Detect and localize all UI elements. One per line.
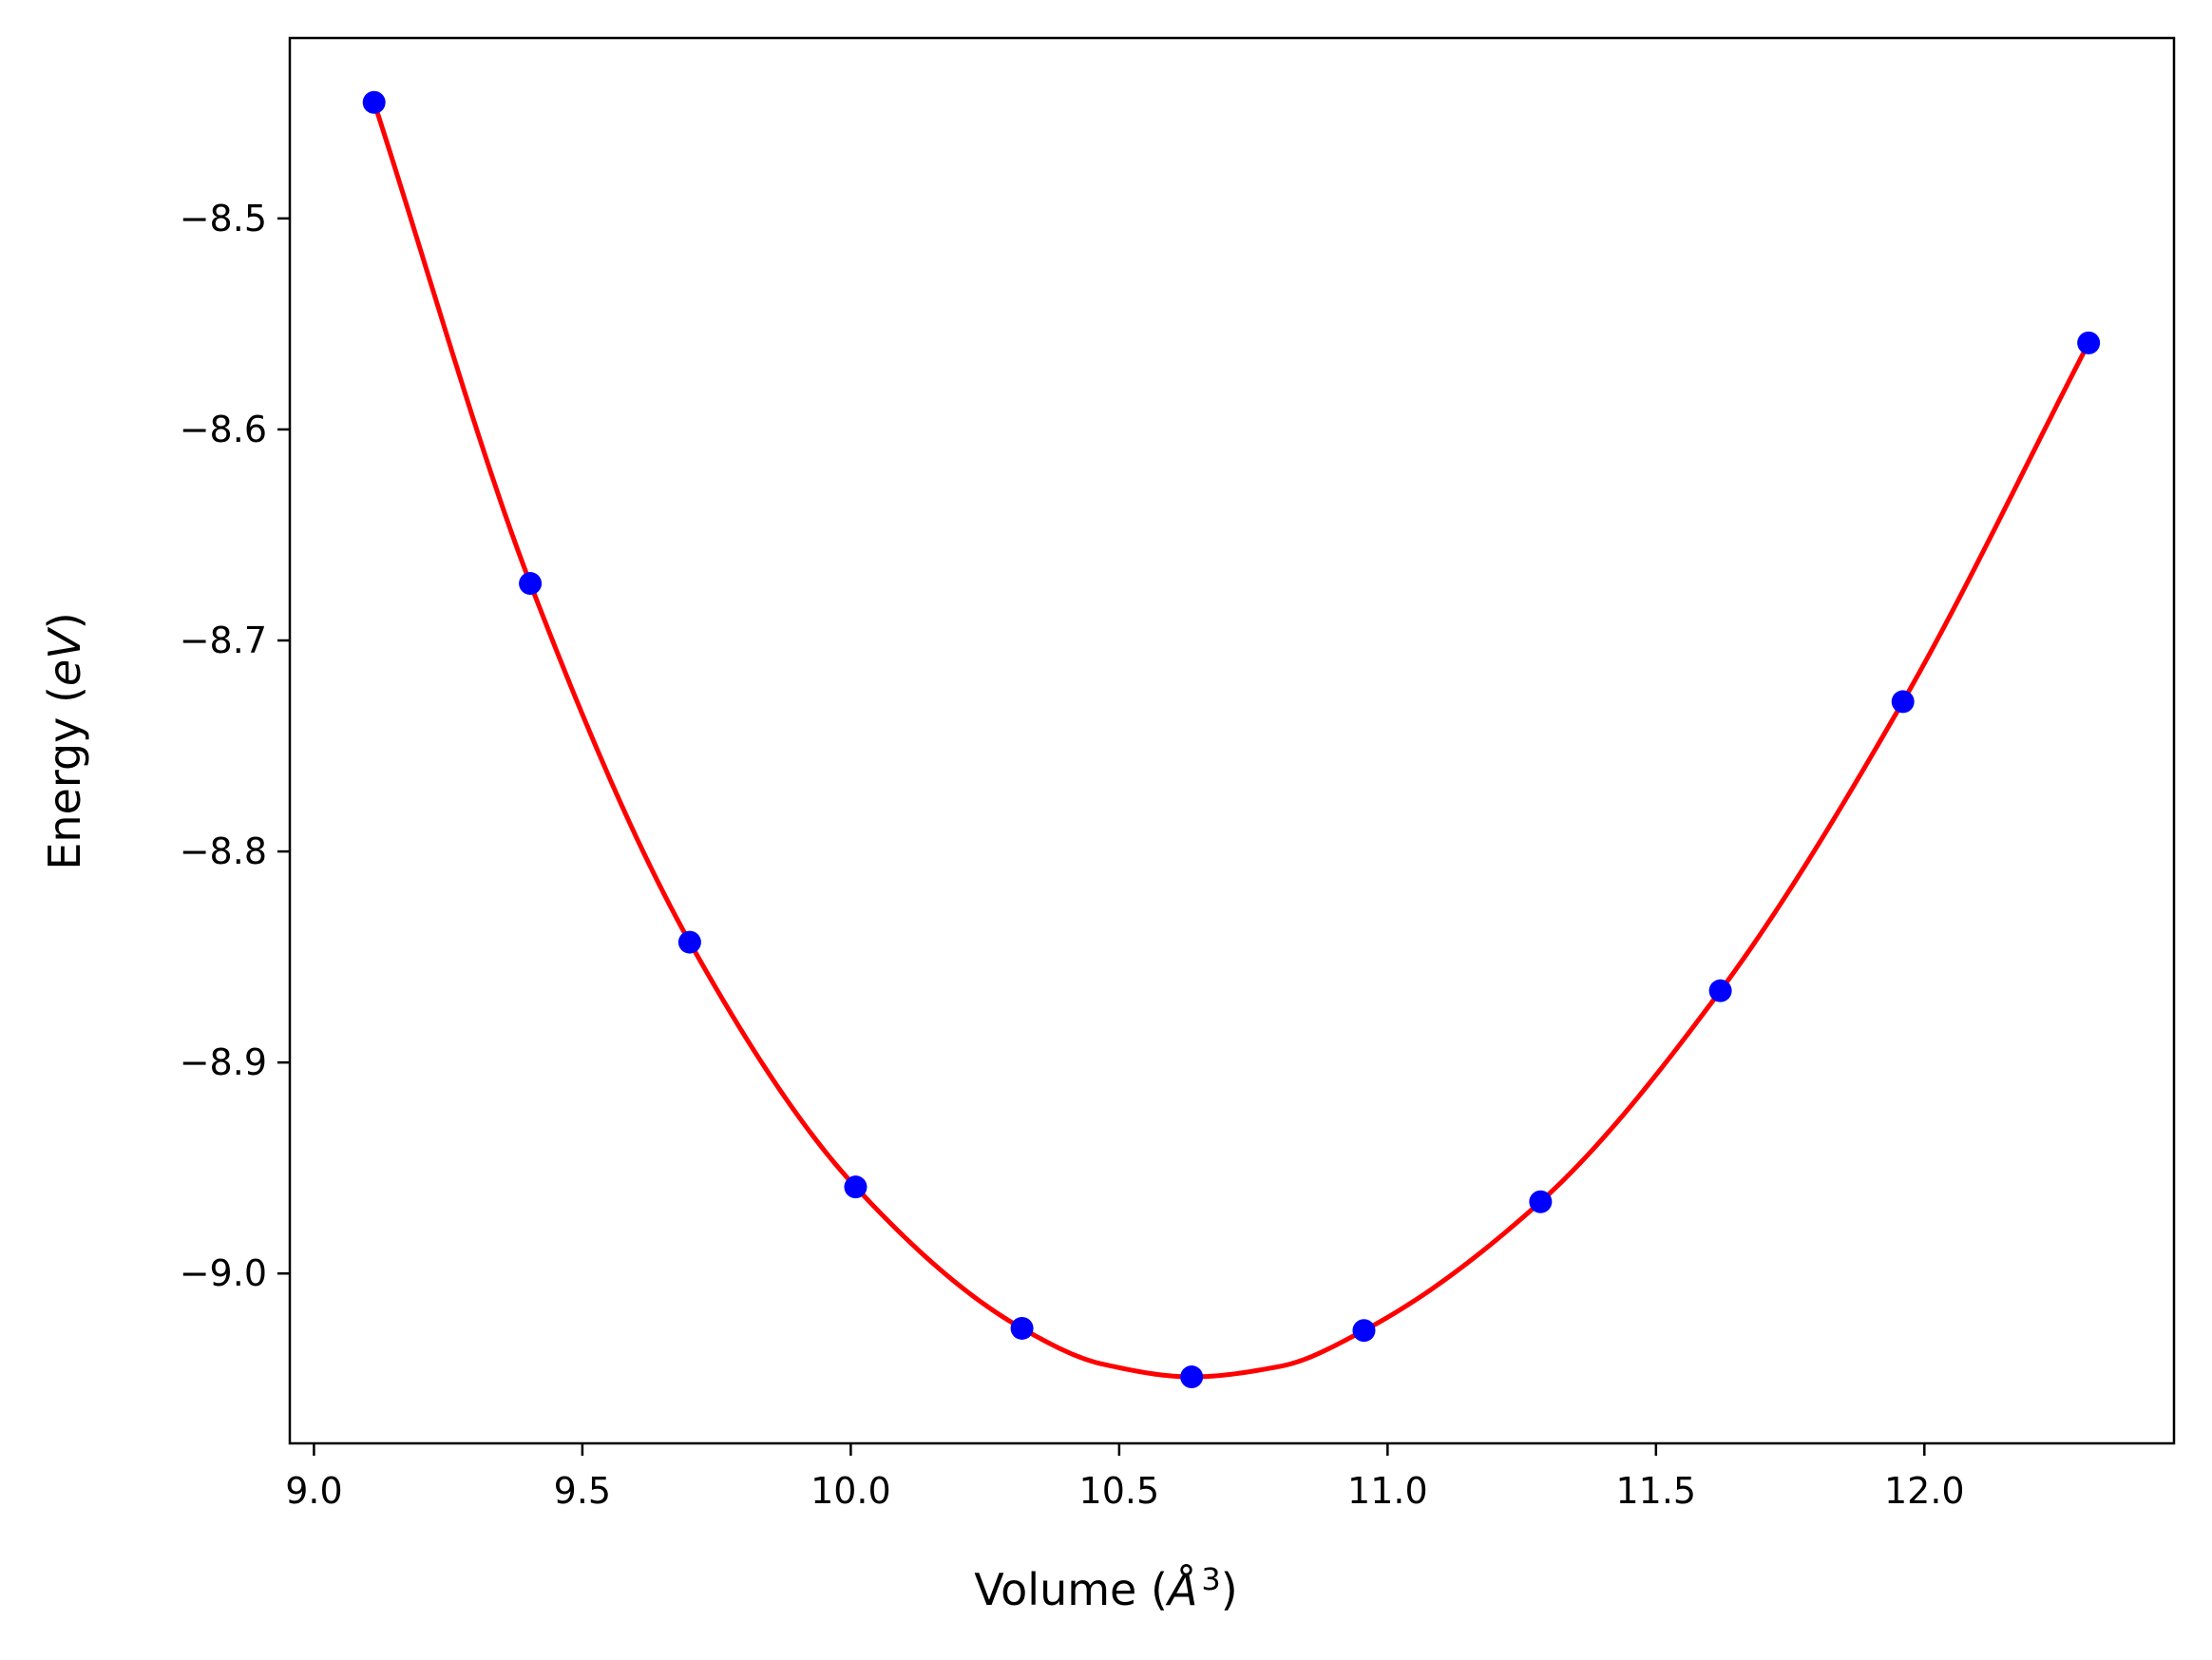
data-point <box>677 930 701 954</box>
y-tick-label: −8.8 <box>180 830 267 872</box>
data-point <box>1180 1365 1204 1389</box>
x-tick-label: 9.0 <box>285 1470 342 1512</box>
x-axis-label-text: Volume <box>974 1564 1136 1615</box>
y-axis-label-text: Energy <box>39 717 90 870</box>
data-point <box>2077 331 2101 354</box>
data-point <box>1529 1190 1553 1213</box>
x-axis-label-paren-open: ( <box>1136 1564 1168 1615</box>
y-tick-label: −8.6 <box>180 409 267 450</box>
y-axis-ticks: −9.0 −8.9 −8.8 −8.7 −8.6 −8.5 <box>180 198 290 1294</box>
y-tick-label: −8.5 <box>180 198 267 239</box>
x-tick-label: 10.0 <box>810 1470 891 1512</box>
data-point <box>1352 1319 1376 1343</box>
y-axis-label-paren-open: ( <box>39 686 90 717</box>
data-point <box>1891 690 1915 714</box>
x-tick-label: 11.0 <box>1347 1470 1428 1512</box>
x-axis-label-unit-power: 3 <box>1201 1561 1220 1597</box>
y-axis-label-unit: eV <box>39 626 90 686</box>
y-axis-label-paren-close: ) <box>39 612 90 629</box>
data-point <box>362 90 386 114</box>
data-point <box>1708 979 1732 1002</box>
x-axis-label-unit: Å <box>1165 1564 1197 1615</box>
x-tick-label: 9.5 <box>554 1470 611 1512</box>
x-axis-ticks: 9.0 9.5 10.0 10.5 11.0 11.5 12.0 <box>285 1443 1965 1512</box>
x-axis-label: Volume (Å 3) <box>974 1561 1237 1615</box>
y-tick-label: −8.7 <box>180 620 267 661</box>
x-tick-label: 11.5 <box>1616 1470 1697 1512</box>
data-point <box>519 572 543 596</box>
y-axis-label: Energy (eV) <box>39 612 90 869</box>
data-point <box>844 1175 868 1199</box>
plot-area <box>362 90 2101 1389</box>
y-tick-label: −8.9 <box>180 1041 267 1083</box>
x-tick-label: 12.0 <box>1884 1470 1965 1512</box>
plot-frame <box>288 36 2176 1445</box>
x-axis-label-paren-close: ) <box>1221 1564 1238 1615</box>
y-tick-label: −9.0 <box>180 1252 267 1294</box>
data-point <box>1010 1316 1034 1340</box>
x-tick-label: 10.5 <box>1079 1470 1160 1512</box>
